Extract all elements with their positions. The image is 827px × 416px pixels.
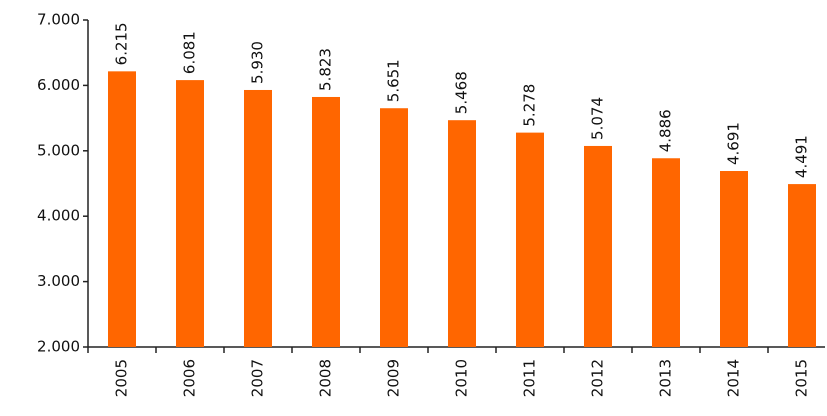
value-label: 5.823 [317,48,335,91]
x-tick-label: 2011 [521,359,539,397]
value-label: 6.215 [113,22,131,65]
bar [516,132,544,347]
value-label: 4.691 [725,122,743,165]
bar [312,96,340,347]
bar [720,171,748,347]
x-tick-label: 2014 [725,359,743,397]
value-label: 4.491 [793,135,811,178]
bar [108,71,136,348]
y-tick-label: 5.000 [37,141,80,159]
bar [244,89,272,347]
x-tick-label: 2005 [113,359,131,397]
x-tick-label: 2015 [793,359,811,397]
bar [176,80,204,347]
value-label: 5.930 [249,41,267,84]
bar [448,120,476,347]
value-label: 5.278 [521,84,539,127]
y-tick-label: 4.000 [37,207,80,225]
value-label: 5.651 [385,59,403,102]
x-tick-label: 2010 [453,359,471,397]
x-tick-label: 2009 [385,359,403,397]
value-label: 5.074 [589,97,607,140]
value-label: 6.081 [181,31,199,74]
bar [380,108,408,347]
bar [584,145,612,347]
bar [652,158,680,347]
value-label: 5.468 [453,71,471,114]
y-tick-label: 2.000 [37,338,80,356]
x-tick-label: 2006 [181,359,199,397]
y-tick-label: 7.000 [37,11,80,29]
x-tick-label: 2012 [589,359,607,397]
y-tick-label: 6.000 [37,76,80,94]
y-tick-label: 3.000 [37,272,80,290]
bar [788,184,816,347]
x-tick-label: 2007 [249,359,267,397]
x-tick-label: 2008 [317,359,335,397]
value-label: 4.886 [657,109,675,152]
x-tick-label: 2013 [657,359,675,397]
